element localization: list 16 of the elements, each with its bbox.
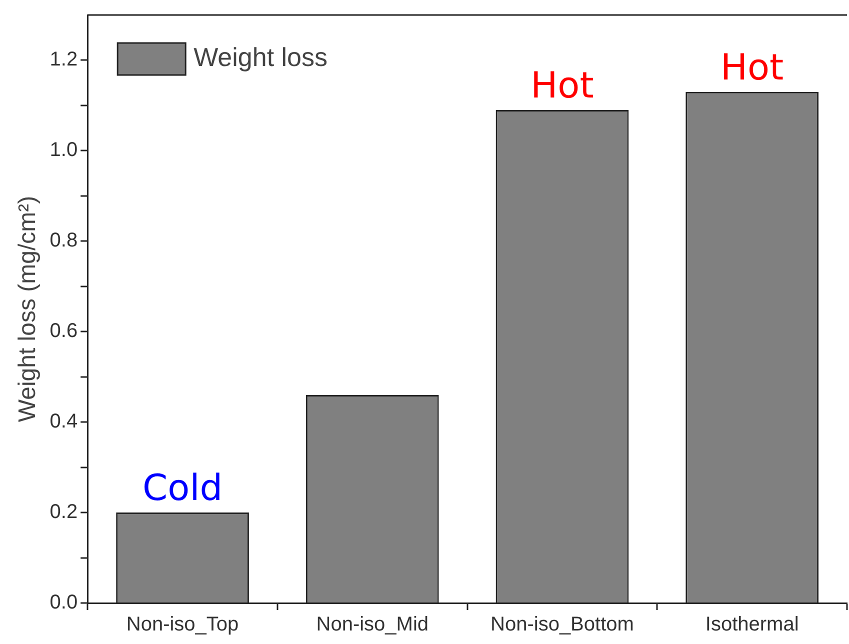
x-tick-label: Non-iso_Top	[126, 614, 239, 636]
y-tick-label: 1.0	[50, 139, 78, 162]
annotation: Hot	[530, 65, 594, 106]
legend-label: Weight loss	[194, 42, 328, 72]
y-tick-label: 1.2	[50, 48, 78, 71]
y-tick-label: 0.0	[50, 592, 78, 614]
annotation: Cold	[142, 468, 223, 509]
annotation: Hot	[720, 47, 784, 88]
x-tick-label: Isothermal	[705, 614, 799, 636]
y-axis-title: Weight loss (mg/cm²)	[14, 196, 42, 422]
y-tick-label: 0.8	[50, 230, 78, 252]
y-tick-label: 0.6	[50, 320, 78, 342]
y-tick-label: 0.4	[50, 410, 78, 433]
x-tick-label: Non-iso_Mid	[316, 614, 429, 636]
y-tick-label: 0.2	[50, 501, 78, 524]
x-tick-label: Non-iso_Bottom	[490, 614, 634, 636]
